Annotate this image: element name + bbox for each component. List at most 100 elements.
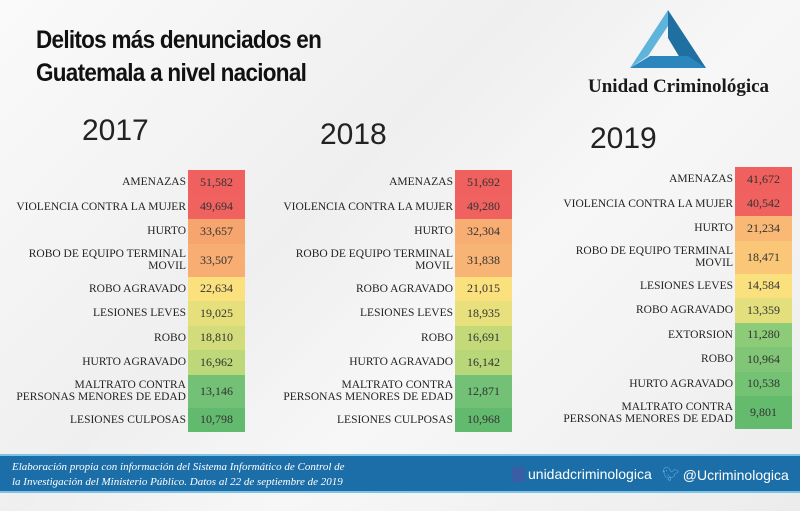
table-2018: AMENAZAS 51,692 VIOLENCIA CONTRA LA MUJER 4… (283, 170, 512, 432)
crime-label: VIOLENCIA CONTRA LA MUJER (16, 200, 186, 213)
table-row: ROBO AGRAVADO 21,015 (283, 276, 512, 301)
table-row: HURTO 21,234 (563, 216, 792, 241)
crime-count: 49,280 (455, 194, 512, 219)
crime-label: MALTRATO CONTRA PERSONAS MENORES DE EDAD (283, 379, 453, 403)
crime-label: HURTO AGRAVADO (349, 356, 453, 369)
crime-count: 49,694 (188, 194, 245, 219)
crime-count: 19,025 (188, 301, 245, 326)
crime-count: 22,634 (188, 276, 245, 301)
crime-count: 9,801 (735, 396, 792, 429)
year-2018: 2018 (320, 118, 387, 151)
crime-label: VIOLENCIA CONTRA LA MUJER (563, 197, 733, 210)
page-title: Delitos más denunciados en Guatemala a n… (36, 24, 322, 90)
crime-count: 11,280 (735, 322, 792, 347)
twitter-link[interactable]: 🐦︎ @Ucriminologica (662, 466, 789, 483)
table-row: HURTO AGRAVADO 10,538 (563, 371, 792, 396)
logo-icon (630, 10, 706, 68)
crime-label: ROBO AGRAVADO (635, 304, 733, 317)
table-row: VIOLENCIA CONTRA LA MUJER 40,542 (563, 191, 792, 216)
crime-label: HURTO AGRAVADO (82, 356, 186, 369)
crime-label: LESIONES CULPOSAS (70, 413, 186, 426)
table-row: HURTO AGRAVADO 16,142 (283, 350, 512, 375)
table-row: AMENAZAS 51,692 (283, 170, 512, 195)
table-row: MALTRATO CONTRA PERSONAS MENORES DE EDAD 1… (16, 374, 245, 408)
crime-label: HURTO AGRAVADO (629, 377, 733, 390)
table-row: ROBO DE EQUIPO TERMINAL MOVIL 33,507 (16, 243, 245, 277)
table-row: LESIONES LEVES 18,935 (283, 301, 512, 326)
table-row: LESIONES LEVES 19,025 (16, 301, 245, 326)
table-row: HURTO AGRAVADO 16,962 (16, 350, 245, 375)
crime-label: ROBO (154, 331, 186, 344)
crime-label: HURTO (147, 225, 186, 238)
table-row: ROBO DE EQUIPO TERMINAL MOVIL 18,471 (563, 240, 792, 274)
table-2017: AMENAZAS 51,582 VIOLENCIA CONTRA LA MUJER 4… (16, 170, 245, 432)
crime-label: ROBO DE EQUIPO TERMINAL MOVIL (295, 248, 453, 272)
brand-name: Unidad Criminológica (588, 76, 770, 97)
crime-label: ROBO AGRAVADO (355, 282, 453, 295)
table-row: HURTO 32,304 (283, 219, 512, 244)
crime-count: 18,935 (455, 301, 512, 326)
crime-label: LESIONES LEVES (93, 307, 186, 320)
crime-label: MALTRATO CONTRA PERSONAS MENORES DE EDAD (563, 400, 733, 425)
crime-label: AMENAZAS (122, 176, 186, 189)
crime-count: 16,962 (188, 350, 245, 375)
crime-count: 10,968 (455, 407, 512, 432)
crime-label: EXTORSION (668, 328, 733, 341)
crime-label: HURTO (694, 222, 733, 235)
crime-label: AMENAZAS (669, 173, 733, 186)
source-line-2: la Investigación del Ministerio Público.… (12, 476, 343, 488)
crime-count: 10,964 (735, 347, 792, 372)
year-2019: 2019 (590, 122, 657, 155)
crime-label: LESIONES LEVES (360, 307, 453, 320)
crime-label: LESIONES LEVES (640, 279, 733, 292)
crime-count: 16,691 (455, 325, 512, 350)
crime-count: 13,146 (188, 374, 245, 408)
table-row: MALTRATO CONTRA PERSONAS MENORES DE EDAD 1… (283, 374, 512, 408)
crime-count: 18,810 (188, 325, 245, 350)
table-row: ROBO 16,691 (283, 325, 512, 350)
crime-count: 21,015 (455, 276, 512, 301)
table-row: VIOLENCIA CONTRA LA MUJER 49,694 (16, 194, 245, 219)
table-row: MALTRATO CONTRA PERSONAS MENORES DE EDAD 9… (563, 396, 792, 429)
crime-count: 12,871 (455, 374, 512, 408)
facebook-icon (512, 466, 525, 482)
facebook-link[interactable]: unidadcriminologica (512, 466, 652, 482)
table-row: ROBO AGRAVADO 22,634 (16, 276, 245, 301)
crime-label: ROBO DE EQUIPO TERMINAL MOVIL (28, 248, 186, 272)
crime-count: 33,657 (188, 219, 245, 244)
table-row: LESIONES CULPOSAS 10,798 (16, 407, 245, 432)
table-row: ROBO 18,810 (16, 325, 245, 350)
crime-count: 32,304 (455, 219, 512, 244)
table-row: ROBO DE EQUIPO TERMINAL MOVIL 31,838 (283, 243, 512, 277)
crime-count: 14,584 (735, 273, 792, 298)
crime-count: 18,471 (735, 240, 792, 274)
facebook-handle: unidadcriminologica (528, 466, 652, 482)
source-line-1: Elaboración propia con información del S… (12, 461, 345, 473)
crime-count: 31,838 (455, 243, 512, 277)
crime-count: 51,582 (188, 170, 245, 195)
crime-label: AMENAZAS (389, 176, 453, 189)
crime-label: ROBO (421, 331, 453, 344)
crime-label: MALTRATO CONTRA PERSONAS MENORES DE EDAD (16, 379, 186, 403)
crime-label: ROBO DE EQUIPO TERMINAL MOVIL (575, 245, 733, 269)
crime-count: 13,359 (735, 298, 792, 323)
crime-count: 51,692 (455, 170, 512, 195)
crime-count: 16,142 (455, 350, 512, 375)
table-row: VIOLENCIA CONTRA LA MUJER 49,280 (283, 194, 512, 219)
twitter-handle: @Ucriminologica (682, 466, 789, 483)
footer-bar: Elaboración propia con información del S… (0, 454, 800, 493)
title-line-2: Guatemala a nivel nacional (36, 59, 307, 87)
crime-label: LESIONES CULPOSAS (337, 413, 453, 426)
crime-count: 10,538 (735, 371, 792, 396)
crime-count: 21,234 (735, 216, 792, 241)
crime-count: 41,672 (735, 167, 792, 192)
table-row: LESIONES CULPOSAS 10,968 (283, 407, 512, 432)
year-2017: 2017 (82, 114, 149, 147)
table-row: ROBO AGRAVADO 13,359 (563, 298, 792, 323)
table-row: HURTO 33,657 (16, 219, 245, 244)
crime-label: ROBO AGRAVADO (88, 282, 186, 295)
table-row: LESIONES LEVES 14,584 (563, 273, 792, 298)
crime-label: VIOLENCIA CONTRA LA MUJER (283, 200, 453, 213)
crime-count: 40,542 (735, 191, 792, 216)
table-row: AMENAZAS 41,672 (563, 167, 792, 192)
